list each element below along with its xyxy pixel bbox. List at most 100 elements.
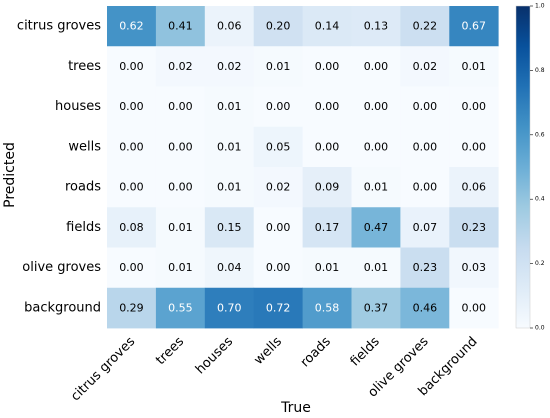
y-tick-label: roads (65, 180, 101, 195)
heatmap-cell (107, 86, 157, 128)
cell-value-label: 0.07 (413, 221, 438, 234)
cell-value-label: 0.00 (119, 181, 144, 194)
heatmap-cell (449, 287, 499, 329)
heatmap-cell (400, 287, 450, 329)
heatmap-cell (400, 46, 450, 87)
y-tick-label: wells (68, 139, 101, 154)
y-axis-title: Predicted (2, 142, 18, 208)
cell-value-label: 0.00 (364, 140, 389, 153)
cell-value-label: 0.00 (168, 181, 193, 194)
heatmap-cell (155, 247, 206, 289)
cell-value-label: 0.02 (217, 60, 242, 73)
heatmap-cell (302, 247, 352, 289)
heatmap-cell (253, 167, 303, 208)
heatmap-cell (204, 6, 255, 47)
heatmap-cell (449, 86, 499, 128)
cell-value-label: 0.05 (266, 140, 291, 153)
y-tick-label: fields (66, 220, 101, 235)
heatmap-cell (449, 6, 499, 47)
heatmap-cell (253, 287, 303, 329)
heatmap-cell (351, 207, 401, 248)
cell-value-label: 0.01 (364, 261, 389, 274)
heatmap-cell (351, 46, 401, 87)
cell-value-label: 0.37 (364, 301, 389, 314)
cell-value-label: 0.09 (315, 181, 340, 194)
heatmap-cell (351, 287, 401, 329)
cell-value-label: 0.01 (217, 140, 242, 153)
heatmap-cell (302, 287, 352, 329)
heatmap-cell (449, 126, 499, 168)
y-tick-label: houses (55, 99, 101, 114)
heatmap-cell (351, 126, 401, 168)
cell-value-label: 0.01 (462, 60, 487, 73)
x-axis-title: True (280, 400, 311, 416)
cell-value-label: 0.23 (462, 221, 487, 234)
cell-value-label: 0.46 (413, 301, 438, 314)
heatmap-cell (155, 6, 206, 47)
heatmap-cell (302, 167, 352, 208)
heatmap-cell (253, 247, 303, 289)
cell-value-label: 0.02 (168, 60, 193, 73)
cell-value-label: 0.58 (315, 301, 340, 314)
x-tick-label: roads (298, 334, 334, 370)
cell-value-label: 0.62 (119, 20, 144, 33)
cell-value-label: 0.01 (364, 181, 389, 194)
y-tick-label: citrus groves (17, 19, 101, 34)
cell-value-label: 0.00 (462, 100, 487, 113)
cell-value-label: 0.17 (315, 221, 340, 234)
heatmap-cell (253, 126, 303, 168)
colorbar-tick-label: 0.2 (535, 260, 545, 267)
cell-value-label: 0.00 (168, 100, 193, 113)
heatmap-cells: 0.62 0.41 0.06 0.20 0.14 0.13 0.22 0.67 0.00 0.02… (107, 6, 499, 329)
heatmap-cell (107, 6, 157, 47)
heatmap-cell (400, 207, 450, 248)
cell-value-label: 0.00 (413, 181, 438, 194)
heatmap-cell (253, 6, 303, 47)
y-tick-labels: citrus groves trees houses wells roads fields… (17, 19, 101, 316)
heatmap-cell (449, 46, 499, 87)
cell-value-label: 0.00 (119, 100, 144, 113)
cell-value-label: 0.01 (168, 221, 193, 234)
cell-value-label: 0.00 (315, 60, 340, 73)
cell-value-label: 0.00 (413, 100, 438, 113)
x-tick-label: fields (348, 334, 383, 369)
heatmap-cell (449, 207, 499, 248)
heatmap-cell (351, 6, 401, 47)
cell-value-label: 0.23 (413, 261, 438, 274)
heatmap-cell (155, 287, 206, 329)
cell-value-label: 0.72 (266, 301, 291, 314)
x-tick-label: citrus groves (68, 334, 138, 404)
colorbar-tick-label: 0.8 (535, 67, 545, 74)
cell-value-label: 0.00 (168, 140, 193, 153)
cell-value-label: 0.00 (364, 100, 389, 113)
cell-value-label: 0.00 (462, 301, 487, 314)
heatmap-cell (107, 207, 157, 248)
cell-value-label: 0.04 (217, 261, 242, 274)
heatmap-cell (253, 46, 303, 87)
heatmap-cell (107, 167, 157, 208)
colorbar-ticks: 0.0 0.2 0.4 0.6 0.8 1.0 (530, 3, 545, 332)
colorbar-tick-label: 1.0 (535, 3, 545, 10)
heatmap-cell (302, 126, 352, 168)
cell-value-label: 0.55 (168, 301, 193, 314)
cell-value-label: 0.00 (119, 60, 144, 73)
cell-value-label: 0.00 (315, 100, 340, 113)
heatmap-cell (302, 207, 352, 248)
cell-value-label: 0.08 (119, 221, 144, 234)
heatmap-cell (253, 207, 303, 248)
cell-value-label: 0.01 (315, 261, 340, 274)
heatmap-cell (302, 86, 352, 128)
colorbar-tick-label: 0.6 (535, 131, 545, 138)
cell-value-label: 0.70 (217, 301, 242, 314)
colorbar-tick-label: 0.4 (535, 196, 545, 203)
cell-value-label: 0.14 (315, 20, 340, 33)
heatmap-cell (400, 6, 450, 47)
heatmap-cell (155, 46, 206, 87)
heatmap-cell (107, 46, 157, 87)
heatmap-cell (155, 207, 206, 248)
heatmap-cell (204, 46, 255, 87)
cell-value-label: 0.00 (119, 140, 144, 153)
heatmap-cell (155, 126, 206, 168)
heatmap-cell (449, 167, 499, 208)
cell-value-label: 0.03 (462, 261, 487, 274)
